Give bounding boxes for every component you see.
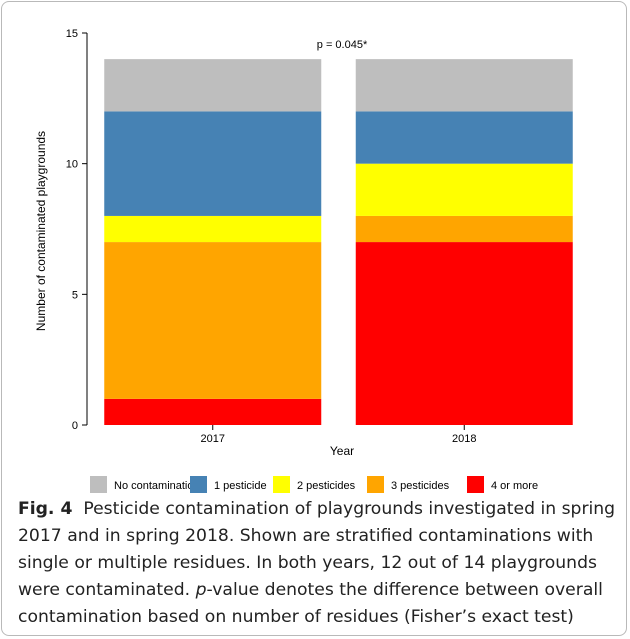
legend-swatch [90, 476, 107, 493]
bar-segment [355, 242, 573, 425]
chart-bars [104, 59, 573, 425]
y-tick-label: 10 [66, 159, 78, 171]
x-axis-label: Year [330, 444, 354, 458]
bar-segment [355, 111, 573, 164]
bar-segment [355, 163, 573, 216]
bar-segment [104, 59, 322, 112]
bar-segment [355, 215, 573, 243]
chart-legend: No contamination 1 pesticide 2 pesticides 3… [90, 476, 538, 493]
y-tick-label: 0 [72, 420, 78, 432]
legend-label: No contamination [114, 480, 200, 492]
legend-swatch [367, 476, 384, 493]
x-tick-label: 2017 [201, 433, 225, 445]
bar-segment [104, 111, 322, 216]
legend-swatch [190, 476, 207, 493]
x-tick-label: 2018 [452, 433, 476, 445]
figure-label: Fig. 4 [18, 499, 73, 519]
legend-label: 3 pesticides [391, 480, 450, 492]
bar-segment [104, 398, 322, 425]
caption-text-before: Pesticide contamination of playgrounds i… [18, 499, 616, 600]
y-tick-label: 15 [66, 28, 78, 40]
y-tick-label: 5 [72, 289, 78, 301]
bar-segment [104, 242, 322, 399]
legend-label: 4 or more [491, 480, 538, 492]
caption-text-after: -value denotes the difference between ov… [18, 580, 603, 627]
y-axis-label: Number of contaminated playgrounds [34, 131, 48, 331]
p-value-annotation: p = 0.045* [317, 39, 368, 51]
legend-label: 1 pesticide [214, 480, 267, 492]
bar-segment [104, 215, 322, 243]
legend-swatch [273, 476, 290, 493]
chart-axes: 0 5 10 15 2017 2018 [66, 28, 477, 445]
legend-label: 2 pesticides [297, 480, 356, 492]
caption-p-symbol: p [195, 580, 207, 600]
stacked-bar-chart: 0 5 10 15 2017 2018 p = 0.045* Number of cont… [34, 28, 573, 493]
legend-swatch [467, 476, 484, 493]
bar-segment [355, 59, 573, 112]
figure-caption: Fig. 4 Pesticide contamination of playgr… [18, 496, 618, 631]
